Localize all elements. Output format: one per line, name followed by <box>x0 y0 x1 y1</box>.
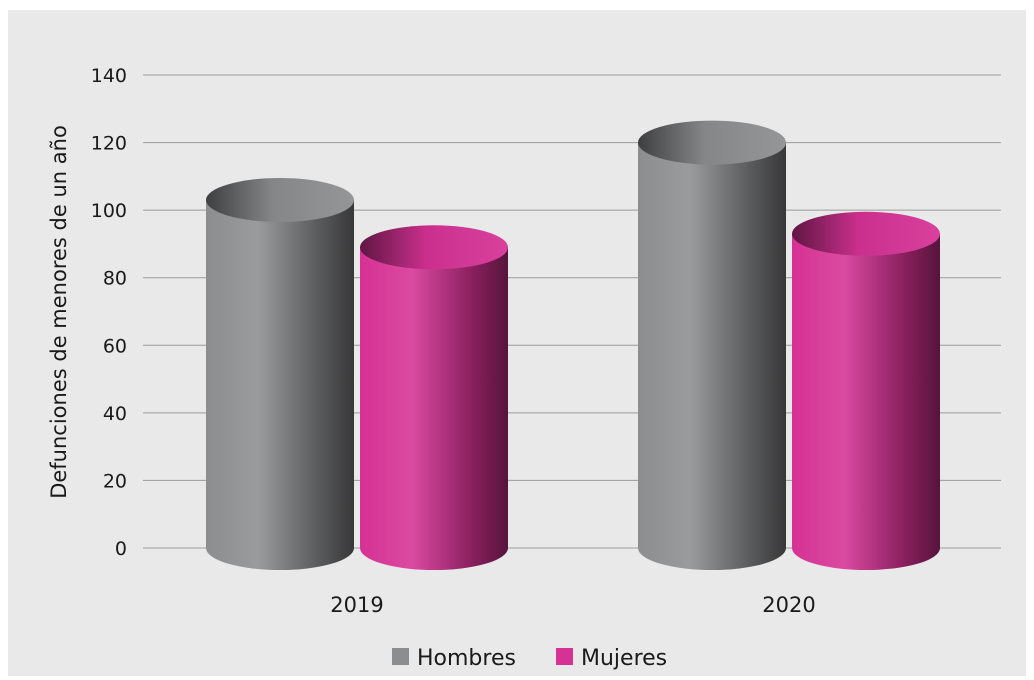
bar-top <box>792 211 940 256</box>
bar-mujeres-2020 <box>792 211 940 571</box>
y-tick-label: 60 <box>103 335 127 357</box>
x-category-label: 2020 <box>762 593 815 617</box>
x-category-label: 2019 <box>330 593 383 617</box>
y-tick-label: 120 <box>91 133 127 155</box>
y-tick-label: 140 <box>91 65 127 87</box>
y-tick-label: 20 <box>103 470 127 492</box>
x-axis-categories: 2019 2020 <box>330 593 815 617</box>
legend-label: Hombres <box>417 646 516 671</box>
bar-hombres-2019 <box>206 178 354 570</box>
bar-top <box>360 225 508 270</box>
y-axis-ticks: 0 20 40 60 80 100 120 140 <box>91 65 127 560</box>
bar-top <box>638 120 786 165</box>
bar-body <box>792 233 940 571</box>
legend: Hombres Mujeres <box>392 646 667 671</box>
bar-mujeres-2019 <box>360 225 508 571</box>
y-tick-label: 0 <box>115 538 127 560</box>
bar-body <box>206 200 354 570</box>
legend-item-mujeres: Mujeres <box>556 646 667 671</box>
y-tick-label: 100 <box>91 200 127 222</box>
y-tick-label: 80 <box>103 268 127 290</box>
bar-hombres-2020 <box>638 120 786 571</box>
bar-body <box>638 142 786 571</box>
y-tick-label: 40 <box>103 403 127 425</box>
bar-top <box>206 178 354 223</box>
legend-swatch <box>556 648 573 665</box>
legend-item-hombres: Hombres <box>392 646 516 671</box>
chart-panel: 0 20 40 60 80 100 120 140 Defunciones de menore… <box>8 10 1026 676</box>
legend-label: Mujeres <box>581 646 667 671</box>
y-axis-label: Defunciones de menores de un año <box>47 125 71 499</box>
bar-body <box>360 247 508 571</box>
legend-swatch <box>392 648 409 665</box>
bars <box>206 120 940 571</box>
